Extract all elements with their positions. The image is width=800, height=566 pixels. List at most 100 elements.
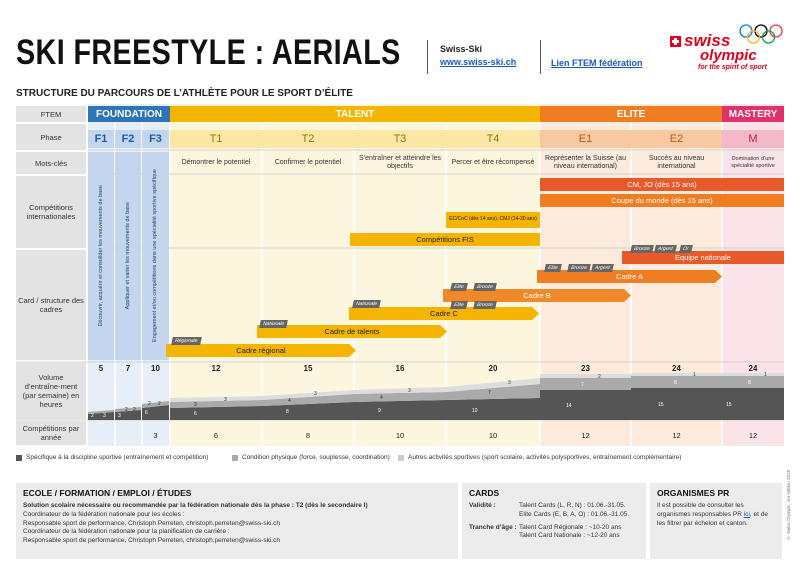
comp-t1: 6 (213, 431, 219, 440)
bar-cadre-c: Cadre C (349, 307, 539, 320)
cards-title: CARDS (469, 488, 500, 498)
volume-total-t1: 12 (211, 364, 221, 373)
comp-m: 12 (748, 431, 758, 440)
volume-bar-e1-specific (540, 390, 631, 420)
volume-bar-f3-specific (142, 405, 169, 420)
keyword-t4: Percer et être récompensé (451, 158, 535, 166)
cards-elite: Elite Cards (E, B, A, O) : 01.06.-31.05. (519, 510, 630, 518)
tag-nationale: Nationale (259, 320, 288, 328)
tag-argent: Argent (591, 264, 614, 272)
org-block: Swiss-Ski www.swiss-ski.ch (440, 44, 516, 67)
vol-m-1: 15 (726, 402, 732, 408)
swiss-olympic-logo: swiss olympic for the spirit of sport (648, 22, 788, 77)
ftem-link[interactable]: Lien FTEM fédération (551, 58, 643, 68)
legend-specific-label: Spécifique à la discipline sportive (ent… (26, 454, 209, 461)
row-label-volume: Volume d’entraîne-ment (par semaine) en … (16, 362, 86, 420)
keyword-f2-cell: Appliquer et varier les mouvements de ba… (115, 152, 141, 360)
volume-bar-f2-specific (115, 410, 141, 420)
cards-box: CARDS Validité : Talent Cards (L, R, N) … (462, 483, 646, 559)
olympic-rings-icon (739, 24, 783, 44)
education-line-4: Coordinateur de la fédération nationale … (23, 528, 230, 536)
volume-bar-t4-condition (446, 384, 540, 400)
comp-f3: 3 (153, 431, 158, 440)
phase-t2: T2 (262, 130, 354, 148)
education-line-5: Responsable sport de performance, Christ… (23, 537, 280, 545)
education-line-2: Coordinateur de la fédération nationale … (23, 510, 185, 518)
volume-bar-e2-other (631, 373, 722, 376)
cards-validity-label: Validité : (469, 502, 496, 509)
keyword-t3: S’entraîner et atteindre les objectifs (358, 154, 442, 170)
vol-e1-3: 2 (598, 374, 601, 380)
tag-elite-2: Elite (450, 301, 468, 309)
keyword-e2: Succès au niveau international (648, 154, 705, 170)
education-line-1: Solution scolaire nécessaire ou recomman… (23, 502, 368, 509)
volume-bar-t3-condition (354, 392, 446, 402)
volume-bar-m-specific (722, 388, 784, 420)
vol-f3-2: 2 (148, 401, 151, 407)
legend-other-label: Autres activités sportives (sport scolai… (408, 454, 682, 461)
ftem-link-block: Lien FTEM fédération (551, 58, 643, 68)
logo-olympic: olympic (700, 47, 757, 64)
vol-e2-1: 15 (658, 402, 664, 408)
volume-bar-t2-other (262, 390, 354, 400)
pr-link[interactable]: ici (743, 510, 750, 518)
volume-bar-t3-specific (354, 400, 446, 420)
volume-bar-t3-other (354, 387, 446, 394)
phase-f3: F3 (142, 130, 169, 148)
row-label-ftem: FTEM (16, 106, 86, 122)
page-title: SKI FREESTYLE : AERIALS (16, 33, 401, 72)
phase-f2: F2 (115, 130, 141, 148)
phase-t3: T3 (354, 130, 446, 148)
bar-cadre-talents: Cadre de talents (257, 325, 447, 338)
legend-swatch-dark (16, 454, 22, 461)
row-label-keywords: Mots-clés (16, 152, 86, 174)
tag-elite: Elite (450, 283, 468, 291)
keyword-f3: Engagement et/ou compétitions dans une s… (152, 169, 159, 343)
bar-cadre-a: Cadre A (537, 270, 722, 283)
bar-cadre-regional: Cadre régional (166, 344, 356, 357)
vol-f1-1: 2 (91, 413, 94, 419)
legend-condition-label: Condition physique (force, souplesse, co… (242, 454, 390, 461)
education-box: ECOLE / FORMATION / EMPLOI / ÉTUDES Solu… (16, 483, 458, 559)
vol-f3-1: 6 (145, 410, 148, 416)
ftem-elite: ELITE (540, 106, 722, 122)
comp-t4: 10 (488, 431, 498, 440)
header-divider (427, 40, 428, 74)
org-link[interactable]: www.swiss-ski.ch (440, 57, 517, 67)
copyright: © Swiss Olympic, 1re édition 2018 (786, 470, 791, 541)
volume-bar-t1-condition (170, 400, 262, 408)
tag-bronze: Bronze (473, 283, 497, 291)
volume-bar-t2-condition (262, 394, 354, 406)
vol-t1-3: 3 (224, 397, 227, 403)
swiss-cross-icon (670, 36, 681, 47)
subtitle: STRUCTURE DU PARCOURS DE L’ATHLÈTE POUR … (16, 88, 353, 99)
vol-t1-1: 6 (194, 411, 197, 417)
tag-elite-3: Elite (544, 264, 562, 272)
tag-bronze-4: Bronze (630, 245, 654, 253)
tag-regionale: Régionale (171, 337, 202, 345)
volume-bar-t4-other (446, 378, 540, 392)
volume-bar-m-other (722, 373, 784, 376)
volume-total-t2: 15 (303, 364, 313, 373)
volume-bar-f1-condition (88, 410, 114, 414)
keyword-f1-cell: Découvrir, acquérir et consolider les mo… (88, 152, 114, 360)
logo-tagline: for the spirit of sport (698, 64, 767, 71)
bar-equipe-nationale: Equipe nationale (622, 251, 784, 264)
vol-t3-1: 9 (378, 408, 381, 414)
legend-swatch-light (398, 454, 404, 461)
vol-t3-3: 3 (408, 388, 411, 394)
tag-or: Or (679, 245, 693, 253)
tag-nationale-2: Nationale (352, 300, 381, 308)
vol-t2-2: 4 (288, 398, 291, 404)
phase-e1: E1 (540, 130, 631, 148)
bar-cadre-b: Cadre B (443, 289, 631, 302)
phase-t4: T4 (446, 130, 540, 148)
volume-bar-t2-specific (262, 402, 354, 420)
ftem-mastery: MASTERY (722, 106, 784, 122)
tag-bronze-2: Bronze (473, 301, 497, 309)
vol-f2-2: 2 (125, 407, 128, 413)
ftem-talent: TALENT (170, 106, 540, 122)
volume-bar-t1-specific (170, 406, 262, 420)
vol-t2-1: 8 (286, 409, 289, 415)
logo-swiss: swiss (684, 31, 731, 50)
